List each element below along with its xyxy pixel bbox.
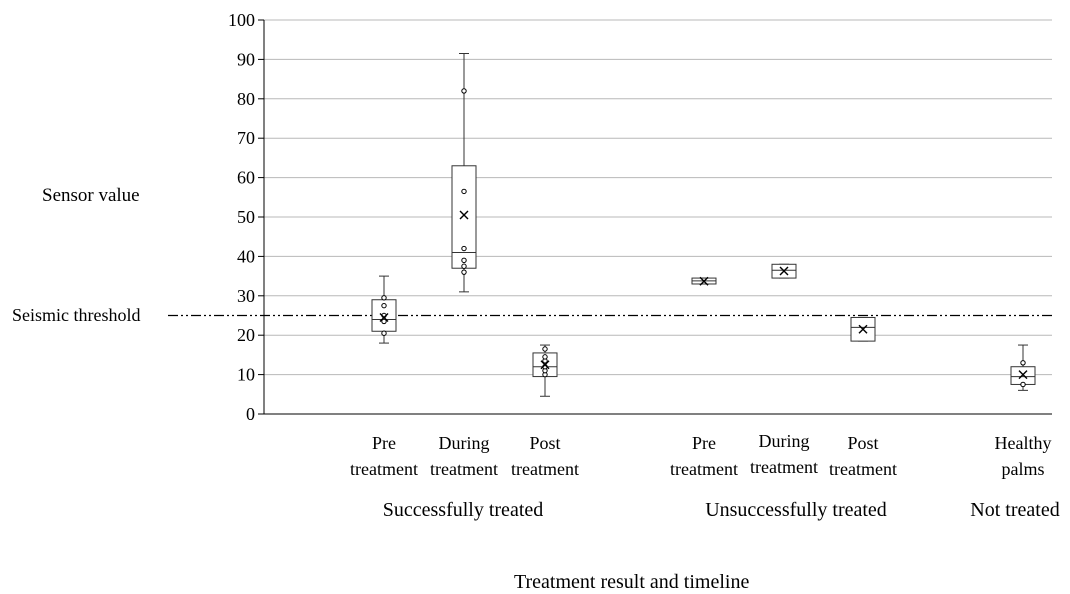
y-tick-label: 20 (237, 325, 255, 345)
category-label: Healthy palms (968, 430, 1070, 482)
category-label: Pre treatment (649, 430, 759, 482)
category-label-line1: Pre (372, 433, 396, 453)
category-label-line2: treatment (350, 459, 418, 479)
category-label: Post treatment (808, 430, 918, 482)
mean-marker (1018, 370, 1028, 380)
y-axis-label: Sensor value (42, 185, 140, 206)
category-label-line2: treatment (670, 459, 738, 479)
data-point (461, 245, 467, 252)
mean-marker (858, 324, 868, 334)
group-label: Unsuccessfully treated (705, 499, 887, 521)
group-label: Not treated (970, 499, 1060, 521)
y-tick-label: 40 (237, 246, 255, 266)
category-label: During treatment (409, 430, 519, 482)
mean-marker (540, 360, 550, 370)
y-tick-label: 0 (246, 404, 255, 424)
category-label-line1: During (438, 433, 490, 453)
y-tick-label: 50 (237, 207, 255, 227)
y-tick-label: 80 (237, 89, 255, 109)
y-tick-label: 30 (237, 286, 255, 306)
group-label: Successfully treated (382, 499, 544, 521)
data-point (542, 354, 548, 360)
category-label: Post treatment (490, 430, 600, 482)
category-label-line2: treatment (430, 459, 498, 479)
data-point (381, 330, 387, 336)
category-label-line1: Healthy (994, 433, 1052, 453)
category-label-line1: Pre (692, 433, 716, 453)
category-label-line1: Post (847, 433, 879, 453)
data-point (381, 318, 387, 325)
data-point (542, 346, 548, 352)
data-point (461, 269, 467, 275)
threshold-label: Seismic threshold (12, 305, 141, 325)
data-point (461, 257, 467, 264)
mean-marker (459, 210, 469, 220)
category-label-line2: palms (1001, 459, 1045, 479)
category-label-line1: Post (529, 433, 561, 453)
category-label: Pre treatment (329, 430, 439, 482)
data-point (1020, 381, 1026, 388)
data-point (381, 295, 387, 301)
category-label-line2: treatment (829, 459, 897, 479)
category-label-line2: treatment (511, 459, 579, 479)
category-label: During treatment (729, 428, 839, 480)
data-point (461, 263, 467, 269)
data-point (381, 302, 387, 309)
mean-marker (379, 312, 389, 322)
data-point (461, 88, 467, 94)
y-tick-label: 60 (237, 168, 255, 188)
category-label-line2: treatment (750, 457, 818, 477)
y-tick-label: 90 (237, 49, 255, 69)
y-tick-label: 100 (228, 10, 255, 30)
x-axis-label: Treatment result and timeline (514, 571, 750, 593)
y-tick-label: 70 (237, 128, 255, 148)
mean-marker (699, 276, 709, 286)
data-point (1020, 360, 1026, 366)
mean-marker (779, 266, 789, 276)
category-label-line1: During (758, 431, 810, 451)
data-point (461, 188, 467, 195)
y-tick-label: 10 (237, 365, 255, 385)
